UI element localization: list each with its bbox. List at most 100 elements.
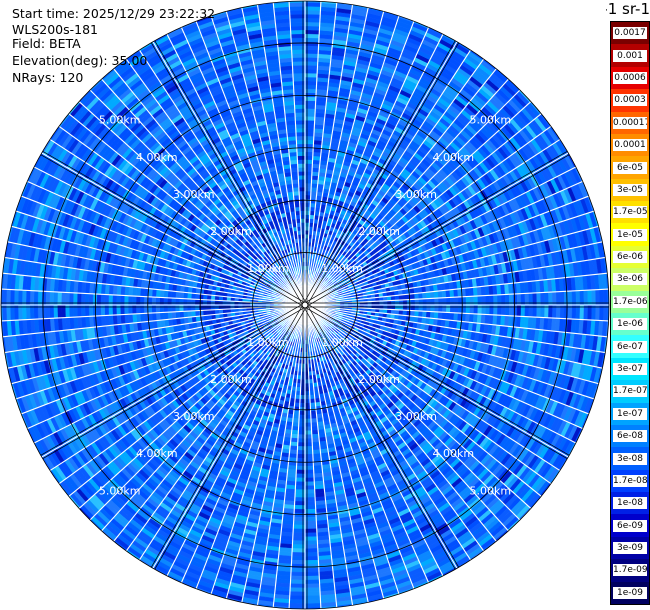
beta-cell: [304, 450, 314, 455]
beta-cell: [304, 186, 312, 192]
beta-cell: [310, 183, 318, 188]
beta-cell: [395, 299, 400, 306]
beta-cell: [304, 473, 315, 479]
beta-cell: [304, 446, 313, 451]
beta-cell: [304, 493, 316, 498]
beta-cell: [497, 294, 502, 306]
beta-cell: [292, 414, 300, 420]
beta-cell: [434, 304, 439, 313]
beta-cell: [304, 406, 311, 412]
beta-cell: [469, 295, 475, 306]
beta-cell: [489, 294, 494, 306]
beta-cell: [304, 171, 313, 176]
beta-cell: [304, 182, 312, 188]
beta-cell: [310, 422, 318, 427]
beta-cell: [304, 210, 311, 215]
beta-cell: [304, 147, 314, 153]
beta-cell: [304, 108, 316, 113]
beta-cell: [414, 298, 420, 306]
beta-cell: [295, 485, 306, 490]
beta-cell: [493, 304, 498, 316]
beta-cell: [425, 291, 431, 299]
beta-cell: [298, 422, 306, 428]
beta-cell: [304, 430, 312, 435]
beta-cell: [304, 127, 315, 133]
beta-cell: [418, 304, 424, 312]
beta-cell: [294, 493, 306, 498]
beta-cell: [311, 179, 319, 185]
beta-cell: [304, 175, 312, 180]
beta-cell: [291, 425, 299, 431]
beta-cell: [292, 418, 300, 423]
beta-cell: [426, 298, 431, 306]
beta-cell: [310, 418, 318, 423]
beta-cell: [299, 410, 306, 416]
beta-cell: [311, 429, 319, 435]
beta-cell: [425, 311, 431, 319]
beta-cell: [410, 304, 416, 311]
beta-cell: [457, 304, 463, 314]
beta-cell: [304, 116, 316, 121]
beta-cell: [402, 299, 408, 306]
beta-cell: [304, 143, 314, 149]
beta-cell: [290, 433, 299, 439]
beta-cell: [304, 453, 314, 459]
beta-cell: [489, 304, 494, 316]
beta-cell: [304, 120, 315, 125]
beta-cell: [410, 299, 416, 306]
beta-cell: [473, 295, 479, 306]
beta-cell: [497, 304, 502, 316]
beta-cell: [453, 296, 459, 306]
beta-cell: [442, 297, 447, 306]
beta-cell: [304, 505, 316, 510]
beta-cell: [395, 304, 400, 311]
beta-cell: [294, 501, 306, 506]
beta-cell: [418, 298, 424, 306]
beta-cell: [438, 297, 443, 306]
beta-cell: [304, 497, 316, 502]
beta-cell: [311, 175, 319, 181]
beta-cell: [304, 402, 311, 408]
beta-cell: [304, 198, 311, 204]
beta-cell: [304, 457, 314, 463]
beta-cell: [292, 422, 300, 427]
beta-cell: [299, 399, 306, 404]
beta-cell: [485, 304, 490, 315]
beta-cell: [481, 295, 487, 306]
beta-cell: [414, 292, 420, 300]
beta-cell: [406, 299, 412, 306]
beta-cell: [298, 418, 306, 424]
beta-cell: [304, 112, 316, 117]
beta-cell: [304, 159, 313, 164]
beta-cell: [304, 395, 311, 400]
beta-cell: [297, 434, 306, 439]
beta-cell: [469, 304, 475, 315]
beta-cell: [304, 418, 312, 424]
beta-cell: [304, 202, 311, 208]
beta-cell: [402, 304, 408, 311]
beta-cell: [414, 310, 420, 318]
beta-cell: [304, 167, 313, 172]
beta-cell: [304, 151, 314, 157]
beta-cell: [422, 298, 428, 306]
beta-cell: [304, 123, 315, 129]
beta-cells: [1, 1, 609, 609]
beta-cell: [508, 293, 514, 306]
beta-cell: [438, 304, 443, 313]
beta-cell: [295, 469, 306, 475]
beta-cell: [298, 430, 306, 435]
beta-cell: [304, 96, 317, 102]
beta-cell: [473, 304, 479, 315]
beta-cell: [430, 304, 435, 312]
beta-cell: [429, 311, 435, 319]
beta-cell: [450, 304, 455, 314]
beta-cell: [426, 304, 431, 312]
beta-cell: [418, 310, 423, 318]
beta-cell: [299, 402, 306, 408]
beta-cell: [291, 429, 299, 435]
beta-cell: [295, 473, 306, 479]
beta-cell: [508, 304, 514, 317]
beta-cell: [457, 296, 463, 306]
beta-cell: [293, 508, 306, 514]
beta-cell: [406, 304, 412, 311]
